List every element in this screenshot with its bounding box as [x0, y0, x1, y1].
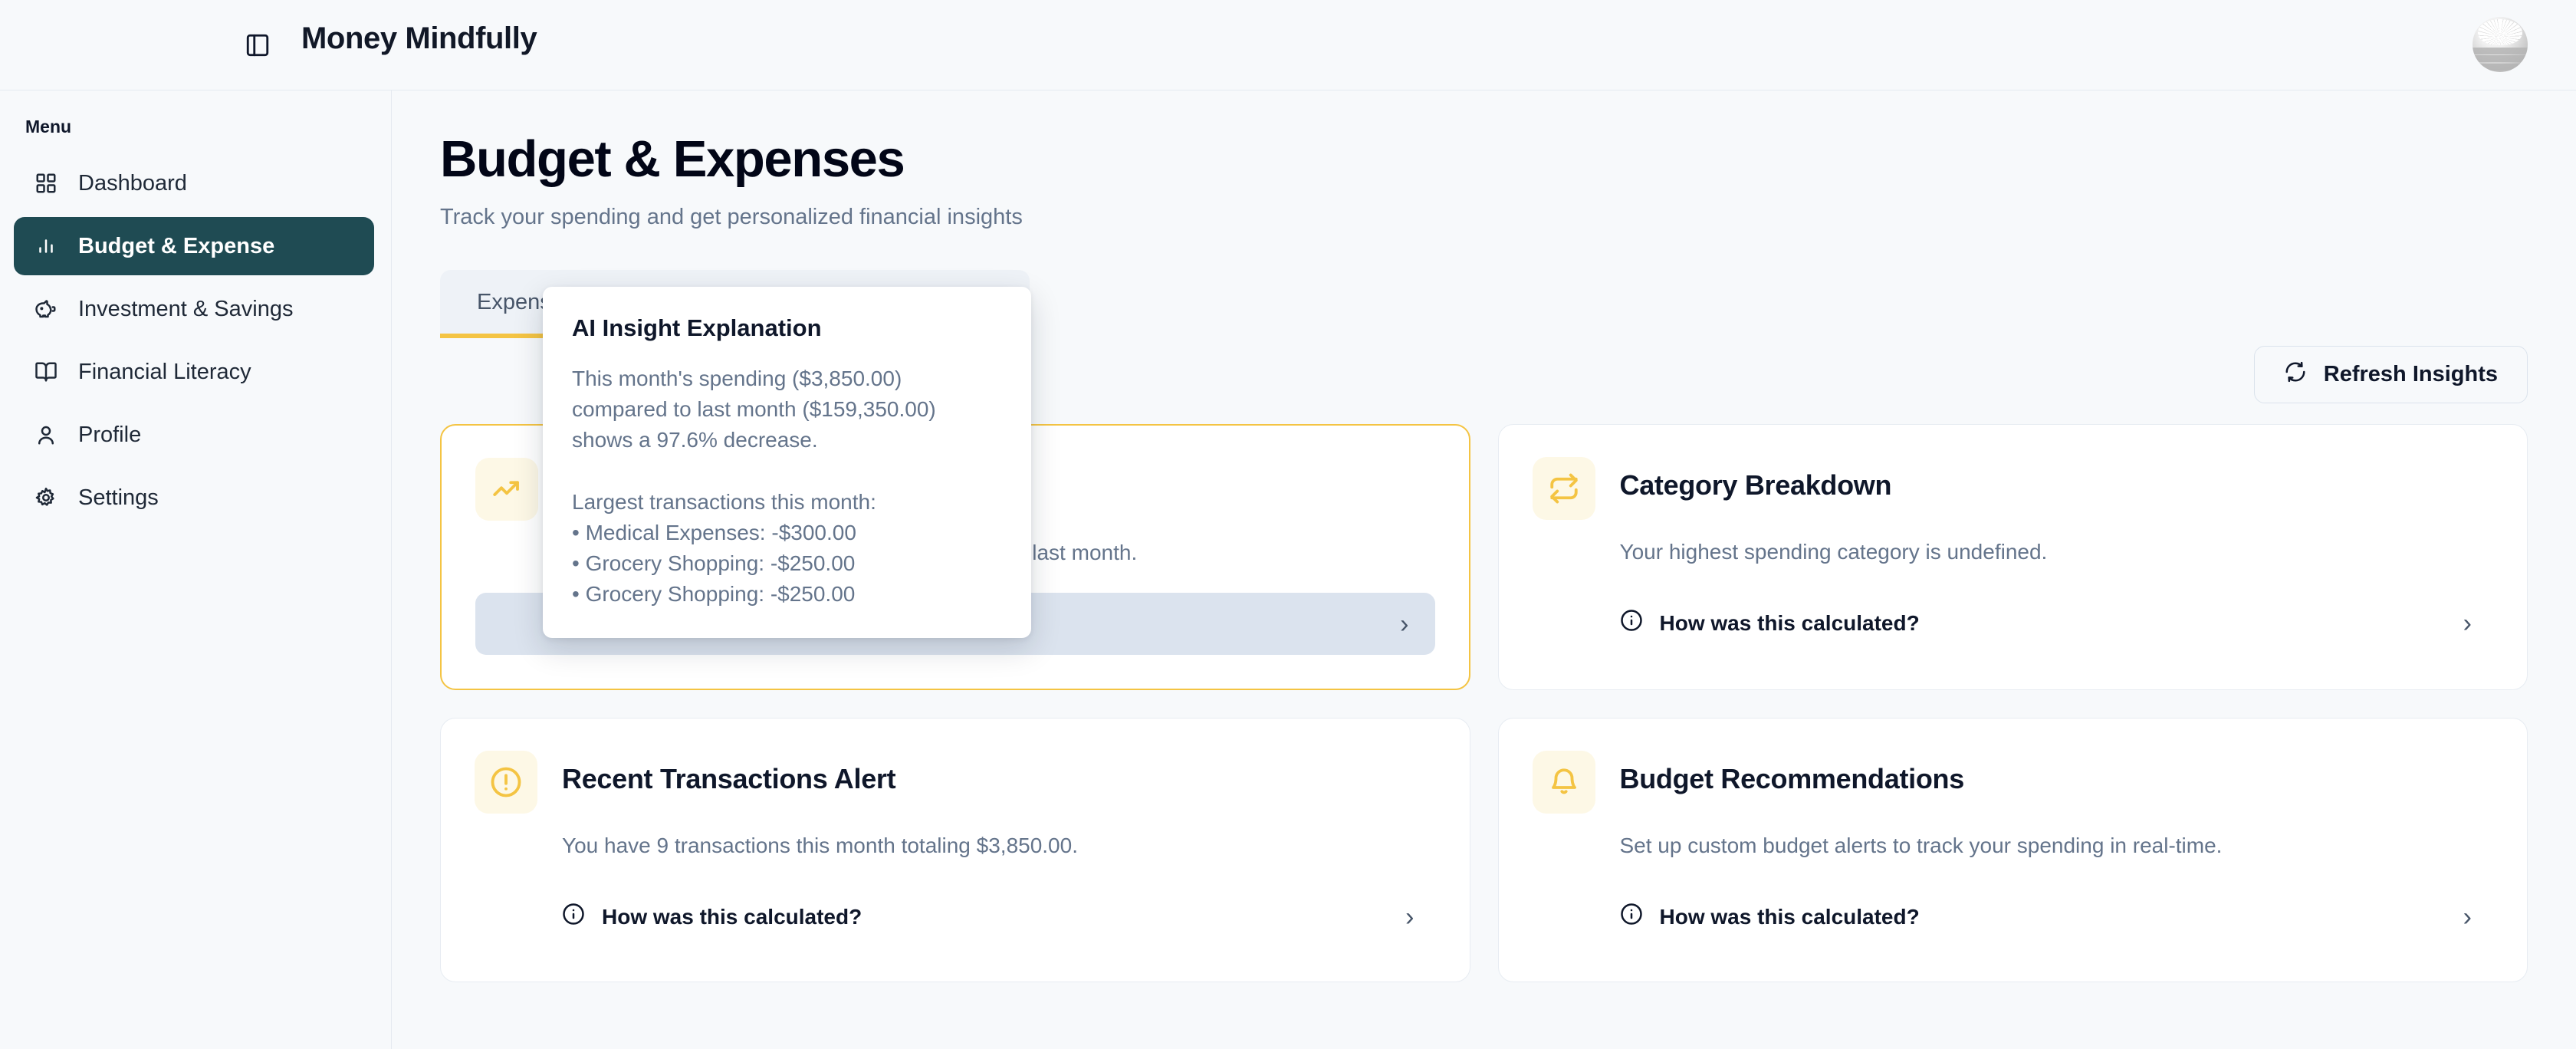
alert-circle-icon: [475, 751, 537, 814]
ai-insight-explanation-tooltip: AI Insight Explanation This month's spen…: [543, 287, 1031, 639]
card-recent-transactions-alert[interactable]: Recent Transactions Alert You have 9 tra…: [440, 718, 1470, 982]
card-header: Category Breakdown: [1532, 457, 2494, 520]
how-was-this-calculated-row[interactable]: How was this calculated? ›: [1620, 886, 2494, 948]
avatar-band: [2472, 64, 2528, 71]
sidebar-item-profile[interactable]: Profile: [14, 406, 374, 464]
how-was-this-calculated-row[interactable]: How was this calculated? ›: [562, 886, 1436, 948]
tooltip-body: This month's spending ($3,850.00) compar…: [572, 363, 1002, 609]
info-circle-icon: [1620, 903, 1643, 931]
avatar-dome: [2478, 18, 2522, 46]
avatar-band: [2472, 47, 2528, 54]
chevron-right-icon: ›: [2463, 902, 2472, 932]
card-description: You have 9 transactions this month total…: [562, 834, 1078, 857]
card-header: Budget Recommendations: [1532, 751, 2494, 814]
avatar-band: [2472, 55, 2528, 63]
tooltip-list-item: • Grocery Shopping: -$250.00: [572, 551, 856, 575]
tooltip-list-item: • Medical Expenses: -$300.00: [572, 521, 856, 544]
book-open-icon: [31, 357, 61, 387]
sidebar-item-label: Financial Literacy: [78, 359, 251, 384]
sidebar-item-settings[interactable]: Settings: [14, 469, 374, 527]
card-category-breakdown[interactable]: Category Breakdown Your highest spending…: [1497, 424, 2528, 690]
info-circle-icon: [1620, 609, 1643, 637]
how-was-this-calculated-row[interactable]: How was this calculated? ›: [1620, 592, 2494, 654]
info-circle-icon: [562, 903, 585, 931]
calc-left: How was this calculated?: [1620, 903, 1920, 931]
sidebar-item-label: Budget & Expense: [78, 233, 275, 258]
sidebar: Menu Dashboard Budget & Expense Investme…: [0, 90, 392, 1049]
sidebar-item-label: Investment & Savings: [78, 296, 294, 321]
calc-link-label: How was this calculated?: [1659, 610, 1920, 635]
calc-link-label: How was this calculated?: [1659, 904, 1920, 929]
top-bar: Money Mindfully: [0, 0, 2576, 90]
card-budget-recommendations[interactable]: Budget Recommendations Set up custom bud…: [1497, 718, 2528, 982]
card-title: Recent Transactions Alert: [562, 763, 896, 794]
tooltip-title: AI Insight Explanation: [572, 314, 822, 341]
card-description: Your highest spending category is undefi…: [1619, 540, 2048, 564]
avatar[interactable]: [2472, 17, 2528, 72]
sidebar-menu-label: Menu: [25, 117, 72, 136]
bell-icon: [1532, 751, 1595, 814]
piggy-bank-icon: [31, 294, 61, 324]
calc-left: How was this calculated?: [562, 903, 862, 931]
trending-up-icon: [475, 458, 538, 521]
chevron-right-icon: ›: [2463, 608, 2472, 638]
page-title: Budget & Expenses: [440, 130, 905, 188]
user-icon: [31, 419, 61, 450]
sidebar-item-label: Settings: [78, 485, 159, 510]
sidebar-item-budget-expense[interactable]: Budget & Expense: [14, 217, 374, 275]
repeat-icon: [1532, 457, 1595, 520]
sidebar-item-dashboard[interactable]: Dashboard: [14, 154, 374, 212]
calc-link-label: How was this calculated?: [602, 904, 863, 929]
tooltip-list-item: • Grocery Shopping: -$250.00: [572, 581, 856, 606]
sidebar-item-label: Dashboard: [78, 170, 187, 196]
gear-icon: [31, 482, 61, 513]
refresh-insights-button[interactable]: Refresh Insights: [2253, 346, 2528, 403]
sidebar-item-label: Profile: [78, 422, 142, 447]
card-title: Budget Recommendations: [1619, 763, 1965, 794]
bar-chart-icon: [31, 231, 61, 261]
tooltip-spacer: [572, 455, 1002, 487]
card-header: Recent Transactions Alert: [475, 751, 1436, 814]
chevron-right-icon: ›: [1400, 609, 1409, 639]
sidebar-item-financial-literacy[interactable]: Financial Literacy: [14, 343, 374, 401]
app-title: Money Mindfully: [301, 21, 537, 55]
refresh-cw-icon: [2284, 360, 2307, 390]
chevron-right-icon: ›: [1405, 902, 1414, 932]
grid-icon: [31, 168, 61, 199]
refresh-insights-label: Refresh Insights: [2323, 362, 2498, 386]
tooltip-list-heading: Largest transactions this month:: [572, 490, 876, 515]
page-subtitle: Track your spending and get personalized…: [440, 205, 1023, 229]
calc-left: How was this calculated?: [1620, 609, 1920, 637]
panel-left-icon[interactable]: [242, 29, 274, 61]
sidebar-item-investment-savings[interactable]: Investment & Savings: [14, 280, 374, 338]
tooltip-paragraph: This month's spending ($3,850.00) compar…: [572, 367, 936, 452]
card-title: Category Breakdown: [1619, 469, 1892, 501]
card-description: Set up custom budget alerts to track you…: [1619, 834, 2223, 857]
